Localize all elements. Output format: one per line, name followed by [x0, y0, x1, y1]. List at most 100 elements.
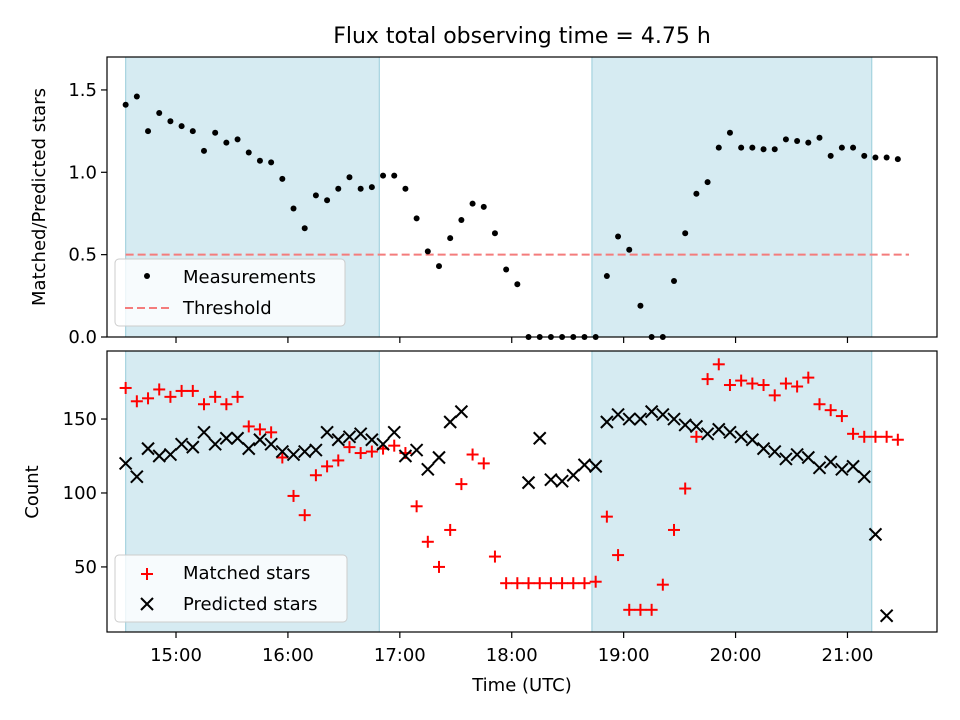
- bottom-ytick-label: 50: [74, 557, 97, 578]
- bottom-xtick-label: 20:00: [710, 645, 762, 666]
- predicted-star-point: [298, 444, 312, 459]
- bottom-xtick-label: 21:00: [822, 645, 874, 666]
- matched-star-point: [779, 377, 792, 390]
- matched-star-point: [813, 398, 826, 411]
- predicted-star-point: [801, 450, 816, 465]
- matched-star-point: [880, 430, 893, 443]
- measurement-point: [827, 152, 834, 159]
- matched-star-point: [612, 549, 625, 562]
- bottom-axes-frame: [106, 350, 938, 633]
- measurement-point: [715, 144, 722, 151]
- measurement-point: [178, 123, 185, 130]
- predicted-star-point: [443, 415, 457, 429]
- bottom-shaded-region-1: [591, 351, 872, 632]
- matched-star-point: [757, 379, 770, 392]
- matched-star-point: [276, 451, 289, 464]
- measurement-point: [324, 197, 331, 204]
- matched-star-point: [175, 384, 188, 397]
- predicted-star-point: [521, 475, 536, 490]
- matched-star-point: [869, 430, 882, 443]
- measurement-point: [290, 205, 297, 212]
- legend-predicted-marker: [140, 597, 154, 611]
- predicted-star-point: [835, 462, 849, 477]
- measurement-point: [156, 110, 163, 116]
- matched-star-point: [153, 383, 166, 396]
- predicted-star-point: [779, 452, 793, 466]
- predicted-star-point: [846, 459, 860, 474]
- predicted-star-point: [723, 425, 737, 440]
- predicted-star-point: [577, 458, 592, 472]
- matched-star-point: [690, 430, 703, 443]
- bottom-y-axis-label: Count: [22, 465, 43, 518]
- matched-star-point: [242, 420, 255, 433]
- matched-star-point: [600, 510, 613, 523]
- matched-star-point: [623, 603, 636, 616]
- top-y-ticks: 0.0 0.5 1.0 1.5: [68, 80, 107, 348]
- predicted-star-point: [734, 430, 748, 444]
- matched-star-point: [209, 390, 222, 403]
- legend-matched-label: Matched stars: [183, 563, 310, 584]
- measurement-point: [603, 273, 610, 280]
- top-legend-box: [114, 258, 346, 327]
- measurement-point: [424, 248, 431, 255]
- bottom-xtick-label: 16:00: [262, 645, 314, 666]
- matched-star-point: [522, 577, 535, 590]
- measurement-point: [749, 144, 756, 151]
- predicted-star-point: [353, 427, 368, 441]
- matched-star-point: [321, 460, 334, 473]
- legend-measurements-label: Measurements: [183, 267, 316, 288]
- legend-measurements-marker: [144, 273, 150, 279]
- predicted-star-point: [219, 431, 234, 445]
- bottom-matched-points: [119, 358, 904, 616]
- matched-star-point: [197, 398, 210, 411]
- matched-star-point: [567, 577, 580, 590]
- measurement-point: [223, 139, 230, 146]
- bottom-xtick-label: 19:00: [598, 645, 650, 666]
- predicted-star-point: [868, 527, 883, 542]
- predicted-star-point: [454, 404, 469, 419]
- measurement-point: [816, 134, 823, 141]
- measurement-point: [514, 281, 521, 288]
- predicted-star-point: [130, 470, 144, 484]
- measurement-point: [782, 136, 789, 143]
- measurement-point: [850, 144, 857, 151]
- predicted-star-point: [823, 455, 838, 469]
- measurement-point: [704, 179, 711, 186]
- measurement-point: [145, 128, 152, 135]
- bottom-predicted-points: [118, 404, 894, 623]
- matched-star-point: [723, 379, 736, 392]
- matched-star-point: [544, 577, 557, 590]
- matched-star-point: [332, 454, 345, 467]
- measurement-point: [626, 246, 633, 253]
- matched-star-point: [656, 578, 669, 591]
- predicted-star-point: [398, 449, 413, 463]
- matched-star-point: [712, 358, 725, 371]
- matched-star-point: [847, 427, 860, 440]
- measurement-point: [760, 146, 767, 153]
- matched-star-point: [634, 603, 647, 616]
- measurement-point: [335, 185, 342, 192]
- measurement-point: [133, 93, 140, 100]
- predicted-star-point: [253, 433, 267, 447]
- predicted-star-point: [432, 450, 446, 465]
- measurement-point: [458, 217, 465, 224]
- bottom-xtick-label: 18:00: [486, 645, 538, 666]
- matched-star-point: [444, 523, 457, 536]
- predicted-star-point: [152, 449, 166, 463]
- predicted-star-point: [678, 418, 692, 432]
- predicted-star-point: [544, 472, 558, 487]
- matched-star-point: [410, 500, 423, 513]
- top-ytick-label: 1.0: [68, 162, 97, 183]
- matched-star-point: [421, 535, 434, 548]
- matched-star-point: [477, 457, 490, 470]
- predicted-star-point: [365, 433, 379, 447]
- measurement-point: [726, 129, 733, 136]
- measurement-point: [368, 184, 375, 191]
- measurement-point: [402, 185, 409, 192]
- bottom-y-ticks: 50 100 150: [63, 409, 107, 578]
- predicted-star-point: [588, 459, 603, 474]
- predicted-star-point: [309, 443, 323, 457]
- measurement-point: [469, 200, 476, 207]
- matched-star-point: [119, 381, 132, 394]
- measurement-point: [615, 233, 622, 240]
